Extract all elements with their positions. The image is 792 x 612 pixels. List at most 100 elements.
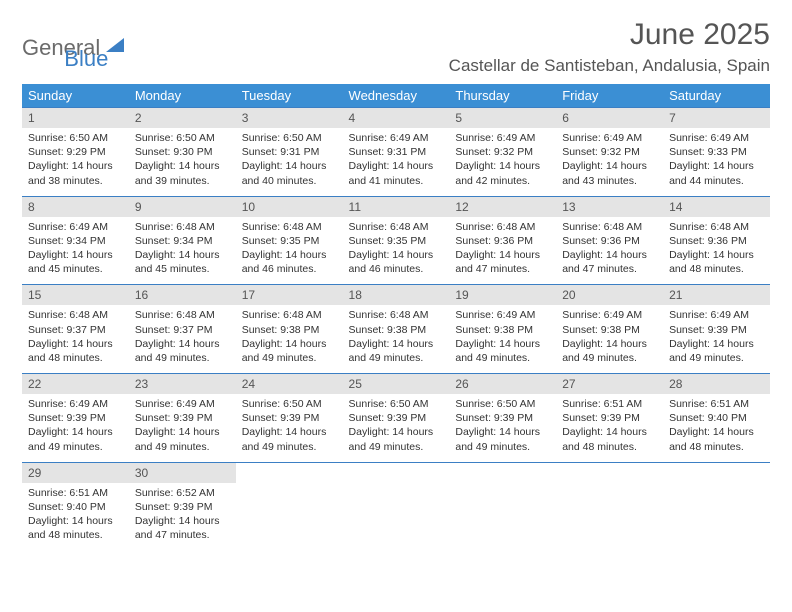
sunset-line: Sunset: 9:38 PM <box>562 323 657 337</box>
day-body: Sunrise: 6:50 AMSunset: 9:31 PMDaylight:… <box>236 128 343 196</box>
daylight-line: Daylight: 14 hours and 38 minutes. <box>28 159 123 187</box>
sunset-line: Sunset: 9:39 PM <box>562 411 657 425</box>
sunrise-line: Sunrise: 6:49 AM <box>669 131 764 145</box>
sunrise-line: Sunrise: 6:49 AM <box>455 131 550 145</box>
daylight-line: Daylight: 14 hours and 48 minutes. <box>669 425 764 453</box>
page-title: June 2025 <box>449 18 770 52</box>
calendar-cell: 15Sunrise: 6:48 AMSunset: 9:37 PMDayligh… <box>22 285 129 374</box>
weekday-header: Monday <box>129 84 236 108</box>
day-number: 28 <box>663 374 770 394</box>
sunrise-line: Sunrise: 6:48 AM <box>562 220 657 234</box>
daylight-line: Daylight: 14 hours and 49 minutes. <box>455 337 550 365</box>
daylight-line: Daylight: 14 hours and 49 minutes. <box>242 337 337 365</box>
day-number: 20 <box>556 285 663 305</box>
weekday-header: Tuesday <box>236 84 343 108</box>
sunrise-line: Sunrise: 6:48 AM <box>135 308 230 322</box>
daylight-line: Daylight: 14 hours and 48 minutes. <box>28 514 123 542</box>
day-number: 16 <box>129 285 236 305</box>
sunrise-line: Sunrise: 6:49 AM <box>28 397 123 411</box>
day-body: Sunrise: 6:49 AMSunset: 9:38 PMDaylight:… <box>556 305 663 373</box>
calendar-cell: 13Sunrise: 6:48 AMSunset: 9:36 PMDayligh… <box>556 196 663 285</box>
day-number: 29 <box>22 463 129 483</box>
sunrise-line: Sunrise: 6:51 AM <box>28 486 123 500</box>
day-number: 23 <box>129 374 236 394</box>
sunrise-line: Sunrise: 6:48 AM <box>349 308 444 322</box>
calendar-cell: 29Sunrise: 6:51 AMSunset: 9:40 PMDayligh… <box>22 462 129 550</box>
daylight-line: Daylight: 14 hours and 49 minutes. <box>135 425 230 453</box>
day-number: 25 <box>343 374 450 394</box>
day-number: 9 <box>129 197 236 217</box>
day-body: Sunrise: 6:48 AMSunset: 9:37 PMDaylight:… <box>129 305 236 373</box>
day-body: Sunrise: 6:51 AMSunset: 9:39 PMDaylight:… <box>556 394 663 462</box>
day-body: Sunrise: 6:48 AMSunset: 9:34 PMDaylight:… <box>129 217 236 285</box>
weekday-header: Wednesday <box>343 84 450 108</box>
calendar-cell: 6Sunrise: 6:49 AMSunset: 9:32 PMDaylight… <box>556 108 663 197</box>
day-number: 1 <box>22 108 129 128</box>
sunset-line: Sunset: 9:39 PM <box>28 411 123 425</box>
day-body: Sunrise: 6:50 AMSunset: 9:30 PMDaylight:… <box>129 128 236 196</box>
sunrise-line: Sunrise: 6:51 AM <box>669 397 764 411</box>
day-body: Sunrise: 6:51 AMSunset: 9:40 PMDaylight:… <box>22 483 129 551</box>
day-number: 7 <box>663 108 770 128</box>
sunset-line: Sunset: 9:39 PM <box>455 411 550 425</box>
day-number: 24 <box>236 374 343 394</box>
calendar-cell: 28Sunrise: 6:51 AMSunset: 9:40 PMDayligh… <box>663 374 770 463</box>
sunset-line: Sunset: 9:39 PM <box>242 411 337 425</box>
day-number: 27 <box>556 374 663 394</box>
day-body: Sunrise: 6:49 AMSunset: 9:39 PMDaylight:… <box>22 394 129 462</box>
daylight-line: Daylight: 14 hours and 40 minutes. <box>242 159 337 187</box>
sunrise-line: Sunrise: 6:50 AM <box>28 131 123 145</box>
location-subtitle: Castellar de Santisteban, Andalusia, Spa… <box>449 56 770 76</box>
sunrise-line: Sunrise: 6:48 AM <box>349 220 444 234</box>
calendar-cell: 22Sunrise: 6:49 AMSunset: 9:39 PMDayligh… <box>22 374 129 463</box>
sunset-line: Sunset: 9:38 PM <box>242 323 337 337</box>
day-number: 26 <box>449 374 556 394</box>
sunrise-line: Sunrise: 6:50 AM <box>349 397 444 411</box>
calendar-cell: 21Sunrise: 6:49 AMSunset: 9:39 PMDayligh… <box>663 285 770 374</box>
calendar-cell: 24Sunrise: 6:50 AMSunset: 9:39 PMDayligh… <box>236 374 343 463</box>
sunset-line: Sunset: 9:35 PM <box>349 234 444 248</box>
day-number: 21 <box>663 285 770 305</box>
day-number: 12 <box>449 197 556 217</box>
logo-triangle-icon <box>106 38 124 52</box>
sunrise-line: Sunrise: 6:52 AM <box>135 486 230 500</box>
sunrise-line: Sunrise: 6:49 AM <box>28 220 123 234</box>
day-body: Sunrise: 6:50 AMSunset: 9:39 PMDaylight:… <box>236 394 343 462</box>
sunrise-line: Sunrise: 6:50 AM <box>455 397 550 411</box>
sunset-line: Sunset: 9:40 PM <box>28 500 123 514</box>
day-body: Sunrise: 6:48 AMSunset: 9:37 PMDaylight:… <box>22 305 129 373</box>
daylight-line: Daylight: 14 hours and 47 minutes. <box>455 248 550 276</box>
day-body: Sunrise: 6:49 AMSunset: 9:31 PMDaylight:… <box>343 128 450 196</box>
daylight-line: Daylight: 14 hours and 49 minutes. <box>349 425 444 453</box>
calendar-cell: 19Sunrise: 6:49 AMSunset: 9:38 PMDayligh… <box>449 285 556 374</box>
day-body: Sunrise: 6:50 AMSunset: 9:29 PMDaylight:… <box>22 128 129 196</box>
sunset-line: Sunset: 9:37 PM <box>28 323 123 337</box>
calendar-cell: 5Sunrise: 6:49 AMSunset: 9:32 PMDaylight… <box>449 108 556 197</box>
day-body: Sunrise: 6:50 AMSunset: 9:39 PMDaylight:… <box>343 394 450 462</box>
calendar-cell: 27Sunrise: 6:51 AMSunset: 9:39 PMDayligh… <box>556 374 663 463</box>
day-body: Sunrise: 6:48 AMSunset: 9:38 PMDaylight:… <box>343 305 450 373</box>
calendar-cell: 4Sunrise: 6:49 AMSunset: 9:31 PMDaylight… <box>343 108 450 197</box>
sunrise-line: Sunrise: 6:48 AM <box>135 220 230 234</box>
sunrise-line: Sunrise: 6:48 AM <box>455 220 550 234</box>
day-body: Sunrise: 6:49 AMSunset: 9:38 PMDaylight:… <box>449 305 556 373</box>
calendar-cell <box>556 462 663 550</box>
calendar-cell <box>449 462 556 550</box>
logo-text-blue: Blue <box>64 46 108 72</box>
sunset-line: Sunset: 9:31 PM <box>242 145 337 159</box>
sunset-line: Sunset: 9:32 PM <box>562 145 657 159</box>
day-body: Sunrise: 6:49 AMSunset: 9:39 PMDaylight:… <box>129 394 236 462</box>
sunrise-line: Sunrise: 6:50 AM <box>242 131 337 145</box>
sunrise-line: Sunrise: 6:49 AM <box>562 308 657 322</box>
sunset-line: Sunset: 9:29 PM <box>28 145 123 159</box>
day-number: 18 <box>343 285 450 305</box>
calendar-cell: 20Sunrise: 6:49 AMSunset: 9:38 PMDayligh… <box>556 285 663 374</box>
day-number: 11 <box>343 197 450 217</box>
daylight-line: Daylight: 14 hours and 47 minutes. <box>562 248 657 276</box>
sunset-line: Sunset: 9:39 PM <box>135 411 230 425</box>
sunrise-line: Sunrise: 6:49 AM <box>562 131 657 145</box>
calendar-cell: 3Sunrise: 6:50 AMSunset: 9:31 PMDaylight… <box>236 108 343 197</box>
day-number: 6 <box>556 108 663 128</box>
sunset-line: Sunset: 9:33 PM <box>669 145 764 159</box>
sunset-line: Sunset: 9:36 PM <box>562 234 657 248</box>
